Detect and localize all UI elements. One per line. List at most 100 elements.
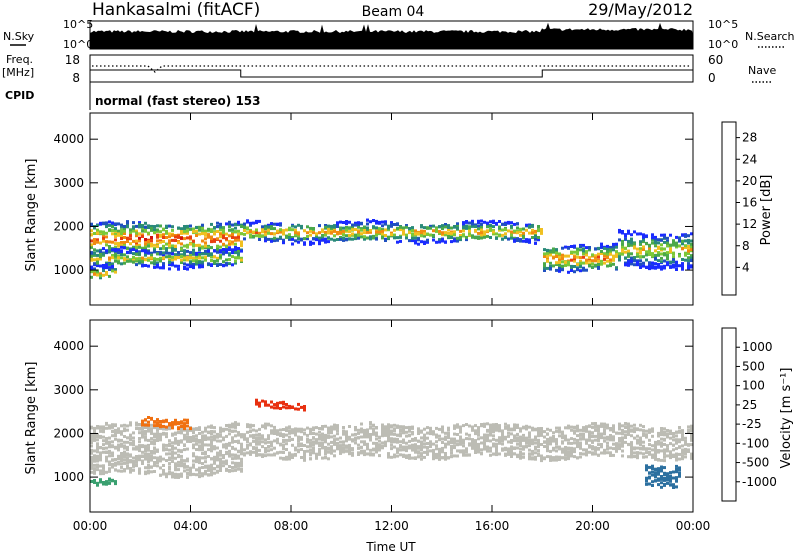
heatmap-cell xyxy=(189,228,192,231)
heatmap-cell xyxy=(408,440,411,443)
heatmap-cell xyxy=(210,457,213,460)
heatmap-cell xyxy=(369,427,372,430)
heatmap-cell xyxy=(663,473,666,476)
heatmap-cell xyxy=(366,219,369,222)
heatmap-cell xyxy=(678,430,681,433)
heatmap-cell xyxy=(645,479,648,482)
heatmap-cell xyxy=(582,436,585,439)
heatmap-cell xyxy=(513,452,516,455)
heatmap-cell xyxy=(246,440,249,443)
heatmap-cell xyxy=(465,433,468,436)
heatmap-cell xyxy=(654,452,657,455)
heatmap-cell xyxy=(111,265,114,268)
heatmap-cell xyxy=(666,258,669,261)
heatmap-cell xyxy=(183,262,186,265)
heatmap-cell xyxy=(615,450,618,453)
heatmap-cell xyxy=(327,448,330,451)
heatmap-cell xyxy=(102,252,105,255)
heatmap-cell xyxy=(363,235,366,238)
heatmap-cell xyxy=(435,440,438,443)
heatmap-cell xyxy=(372,428,375,431)
heatmap-cell xyxy=(228,442,231,445)
heatmap-cell xyxy=(174,265,177,268)
heatmap-cell xyxy=(261,234,264,237)
heatmap-cell xyxy=(429,449,432,452)
heatmap-cell xyxy=(648,477,651,480)
heatmap-cell xyxy=(489,454,492,457)
heatmap-cell xyxy=(276,440,279,443)
heatmap-cell xyxy=(114,260,117,263)
heatmap-cell xyxy=(618,443,621,446)
heatmap-cell xyxy=(525,229,528,232)
heatmap-cell xyxy=(222,461,225,464)
heatmap-cell xyxy=(201,443,204,446)
heatmap-cell xyxy=(105,263,108,266)
heatmap-cell xyxy=(99,469,102,472)
heatmap-cell xyxy=(174,452,177,455)
heatmap-cell xyxy=(555,255,558,258)
heatmap-cell xyxy=(645,253,648,256)
heatmap-cell xyxy=(327,231,330,234)
heatmap-cell xyxy=(438,230,441,233)
heatmap-cell xyxy=(195,468,198,471)
x-tick-label: 04:00 xyxy=(173,519,208,533)
heatmap-cell xyxy=(120,439,123,442)
heatmap-cell xyxy=(405,435,408,438)
heatmap-cell xyxy=(273,447,276,450)
heatmap-cell xyxy=(225,446,228,449)
heatmap-cell xyxy=(135,464,138,467)
heatmap-cell xyxy=(219,255,222,258)
heatmap-cell xyxy=(114,227,117,230)
heatmap-cell xyxy=(345,430,348,433)
heatmap-cell xyxy=(420,446,423,449)
heatmap-cell xyxy=(351,433,354,436)
heatmap-cell xyxy=(186,473,189,476)
heatmap-cell xyxy=(153,260,156,263)
heatmap-cell xyxy=(162,469,165,472)
heatmap-cell xyxy=(297,430,300,433)
heatmap-cell xyxy=(519,234,522,237)
heatmap-cell xyxy=(570,447,573,450)
heatmap-cell xyxy=(162,251,165,254)
heatmap-cell xyxy=(126,447,129,450)
heatmap-cell xyxy=(609,438,612,441)
heatmap-cell xyxy=(672,444,675,447)
heatmap-cell xyxy=(597,435,600,438)
heatmap-cell xyxy=(204,232,207,235)
heatmap-cell xyxy=(216,251,219,254)
heatmap-cell xyxy=(228,424,231,427)
heatmap-cell xyxy=(111,425,114,428)
heatmap-cell xyxy=(585,442,588,445)
heatmap-cell xyxy=(675,268,678,271)
heatmap-cell xyxy=(156,235,159,238)
heatmap-cell xyxy=(456,227,459,230)
heatmap-cell xyxy=(240,250,243,253)
heatmap-cell xyxy=(144,264,147,267)
heatmap-cell xyxy=(366,237,369,240)
heatmap-cell xyxy=(549,251,552,254)
heatmap-cell xyxy=(234,462,237,465)
heatmap-cell xyxy=(237,450,240,453)
heatmap-cell xyxy=(177,468,180,471)
heatmap-cell xyxy=(216,453,219,456)
heatmap-cell xyxy=(99,274,102,277)
heatmap-cell xyxy=(246,444,249,447)
heatmap-cell xyxy=(306,427,309,430)
heatmap-cell xyxy=(669,456,672,459)
heatmap-cell xyxy=(294,225,297,228)
heatmap-cell xyxy=(555,446,558,449)
heatmap-cell xyxy=(555,269,558,272)
heatmap-cell xyxy=(447,226,450,229)
heatmap-cell xyxy=(150,438,153,441)
heatmap-cell xyxy=(99,472,102,475)
heatmap-cell xyxy=(120,466,123,469)
heatmap-cell xyxy=(207,466,210,469)
heatmap-cell xyxy=(387,236,390,239)
heatmap-cell xyxy=(363,450,366,453)
heatmap-cell xyxy=(642,441,645,444)
heatmap-cell xyxy=(561,254,564,257)
heatmap-cell xyxy=(339,452,342,455)
heatmap-cell xyxy=(621,246,624,249)
heatmap-cell xyxy=(504,436,507,439)
heatmap-cell xyxy=(93,436,96,439)
